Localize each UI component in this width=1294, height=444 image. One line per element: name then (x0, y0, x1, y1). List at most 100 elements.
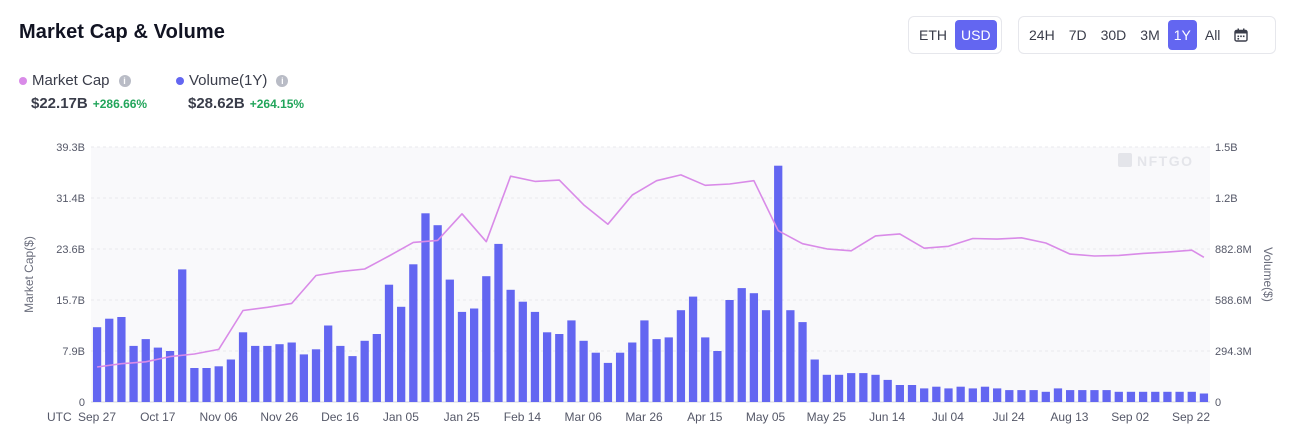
volume-bar (713, 351, 722, 402)
range-option-3m[interactable]: 3M (1140, 27, 1160, 43)
volume-bar (324, 325, 333, 402)
volume-bar (445, 279, 454, 402)
volume-bar (652, 339, 661, 402)
volume-bar (944, 388, 953, 402)
volume-bar (153, 347, 163, 402)
volume-bar (165, 351, 175, 402)
volume-bar (518, 301, 527, 402)
volume-bar (336, 345, 345, 402)
volume-value: $28.62B (188, 95, 245, 112)
volume-bar (105, 318, 114, 402)
y-left-tick-label: 23.6B (56, 244, 85, 256)
volume-bar (883, 379, 892, 402)
volume-bar (190, 368, 199, 402)
y-right-tick-label: 294.3M (1215, 346, 1252, 358)
range-option-all[interactable]: All (1204, 27, 1221, 43)
volume-bar (664, 337, 673, 402)
legend-volume-label: Volume(1Y) (189, 72, 268, 89)
y-right-axis-title: Volume($) (1261, 247, 1275, 302)
page-title: Market Cap & Volume (19, 21, 226, 43)
range-option-7d[interactable]: 7D (1068, 27, 1087, 43)
volume-dot-icon (176, 76, 184, 85)
volume-bar (1199, 393, 1209, 402)
x-tick-label: Jan 05 (383, 410, 419, 424)
volume-summary: $28.62B +264.15% (188, 95, 304, 112)
info-icon[interactable]: i (276, 74, 289, 87)
volume-bar (1126, 391, 1136, 402)
volume-bar (932, 386, 941, 402)
range-option-1y[interactable]: 1Y (1167, 20, 1197, 50)
y-left-tick-label: 0 (79, 397, 85, 409)
volume-bar (238, 332, 248, 402)
x-tick-label: Oct 17 (140, 410, 176, 424)
watermark-logo-icon (1118, 153, 1132, 167)
volume-bar (579, 340, 588, 402)
market-cap-volume-chart: 0 0 7.9B 294.3M 15.7B 588.6M 23.6B 882.8M 31.4B 1… (22, 142, 1275, 424)
y-right-tick-label: 882.8M (1215, 244, 1252, 256)
volume-bar (591, 352, 600, 402)
currency-option-eth[interactable]: ETH (919, 27, 947, 43)
currency-option-usd[interactable]: USD (955, 20, 997, 50)
volume-bar (555, 334, 564, 402)
volume-bar (968, 388, 977, 402)
volume-bar (214, 366, 223, 402)
currency-toggle: ETH USD (908, 16, 1002, 54)
x-tick-label: Nov 26 (260, 410, 298, 424)
volume-bar (640, 320, 649, 402)
volume-bar (810, 359, 819, 402)
volume-bar (907, 385, 917, 402)
volume-bar (275, 344, 284, 402)
x-tick-label: Feb 14 (504, 410, 542, 424)
y-left-tick-label: 15.7B (56, 295, 85, 307)
info-icon[interactable]: i (118, 74, 131, 87)
volume-bar (348, 356, 357, 402)
y-right-tick-label: 1.2B (1215, 193, 1238, 205)
volume-bar (92, 327, 102, 402)
volume-bar (676, 310, 686, 402)
volume-bar (628, 342, 637, 402)
volume-bar (299, 354, 308, 402)
market-cap-value: $22.17B (31, 95, 88, 112)
volume-bar (615, 352, 625, 402)
x-tick-label: Apr 15 (687, 410, 723, 424)
x-tick-label: Sep 02 (1111, 410, 1149, 424)
volume-bar (372, 334, 381, 402)
volume-bar (725, 300, 734, 402)
calendar-icon[interactable] (1228, 20, 1254, 50)
volume-bar (1138, 391, 1148, 402)
volume-bar (1078, 390, 1087, 402)
volume-bar (202, 368, 211, 402)
volume-bar (421, 213, 430, 402)
volume-bar (141, 339, 150, 402)
volume-bar (774, 165, 783, 402)
range-option-30d[interactable]: 30D (1100, 27, 1127, 43)
x-tick-label: Jul 24 (993, 410, 1025, 424)
volume-bar (786, 310, 795, 402)
volume-bar (530, 311, 540, 402)
watermark: NFTGO (1137, 153, 1194, 169)
volume-bar (688, 296, 698, 402)
volume-bar (1005, 390, 1014, 402)
market-cap-line (96, 174, 1205, 368)
legend-market-cap[interactable]: Market Cap i (19, 72, 131, 89)
x-tick-label: Mar 26 (625, 410, 663, 424)
x-tick-label: May 25 (807, 410, 847, 424)
volume-bar (737, 288, 746, 402)
volume-bar (567, 320, 576, 402)
volume-bar (859, 373, 868, 402)
volume-bar (834, 374, 844, 402)
volume-bar (871, 374, 880, 402)
volume-change: +264.15% (249, 97, 305, 111)
x-timezone-label: UTC (47, 410, 72, 424)
y-right-tick-label: 588.6M (1215, 295, 1252, 307)
volume-bar (847, 373, 856, 402)
x-tick-label: Dec 16 (321, 410, 359, 424)
volume-bar (178, 269, 187, 402)
volume-bar (494, 243, 503, 402)
volume-bar (287, 342, 296, 402)
volume-bar (251, 345, 260, 402)
range-option-24h[interactable]: 24H (1029, 27, 1055, 43)
volume-bar (701, 337, 710, 402)
legend-volume[interactable]: Volume(1Y) i (176, 72, 289, 89)
volume-bar (226, 359, 236, 402)
